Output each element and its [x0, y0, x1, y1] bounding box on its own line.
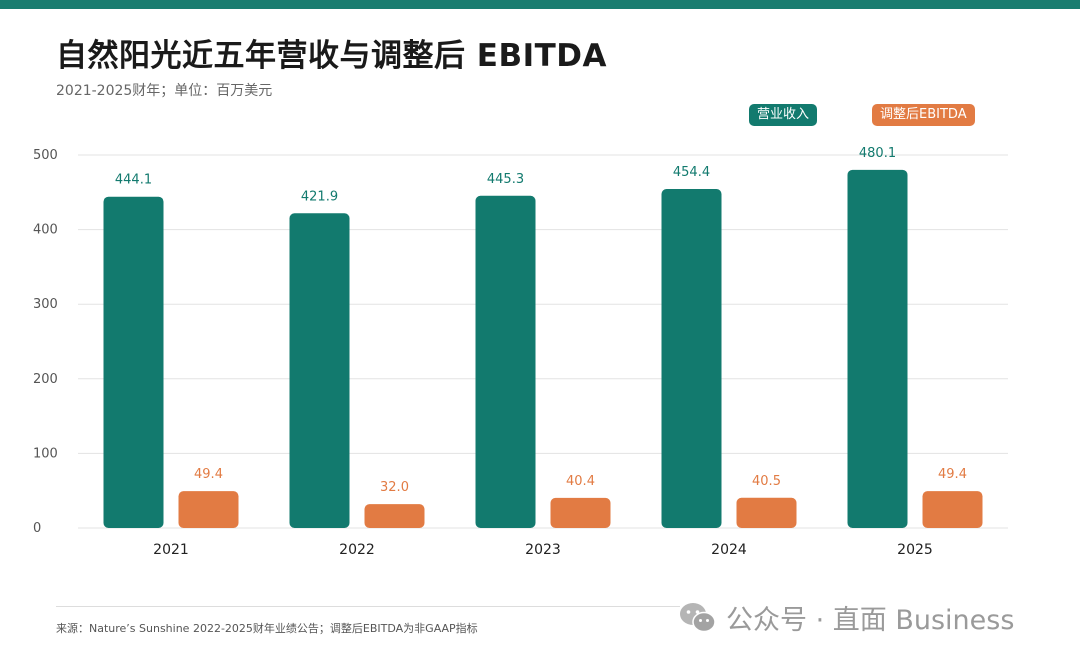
watermark: 公众号 · 直面 Business: [678, 598, 1014, 637]
ebitda-data-label: 40.4: [566, 474, 595, 489]
ebitda-data-label: 49.4: [194, 467, 223, 482]
footer-divider: [56, 606, 680, 607]
x-tick-label: 2023: [525, 542, 561, 558]
ebitda-bar: [736, 497, 797, 528]
page-subtitle: 2021-2025财年；单位：百万美元: [56, 83, 273, 99]
revenue-bar: [289, 213, 350, 528]
ebitda-data-label: 32.0: [380, 480, 409, 495]
ebitda-data-label: 40.5: [752, 474, 781, 489]
ebitda-bar: [364, 504, 425, 528]
source-note: 来源：Nature’s Sunshine 2022-2025财年业绩公告；调整后…: [56, 622, 478, 635]
x-tick-label: 2025: [897, 542, 933, 558]
watermark-text: 公众号 · 直面 Business: [726, 605, 1015, 636]
revenue-data-label: 421.9: [301, 189, 338, 204]
ebitda-data-label: 49.4: [938, 467, 967, 482]
x-tick-label: 2021: [153, 542, 189, 558]
revenue-bar: [847, 169, 908, 528]
top-accent-bar: [0, 0, 1080, 9]
y-tick-label: 0: [33, 521, 41, 536]
revenue-data-label: 444.1: [115, 173, 152, 188]
ebitda-bar: [178, 491, 239, 528]
ebitda-bar: [922, 491, 983, 528]
x-tick-label: 2022: [339, 542, 375, 558]
x-tick-label: 2024: [711, 542, 747, 558]
y-tick-label: 200: [33, 372, 58, 387]
bar-chart: 0 100 200 300 400 500 444.1 49.4 2021 421.9 32.0 20…: [33, 146, 1008, 558]
revenue-bar: [661, 189, 722, 529]
y-tick-label: 300: [33, 297, 58, 312]
revenue-bar: [103, 196, 164, 528]
revenue-data-label: 454.4: [673, 165, 710, 180]
wechat-icon: [680, 602, 716, 632]
revenue-bar: [475, 195, 536, 528]
legend-revenue: 营业收入: [749, 104, 818, 126]
y-tick-label: 400: [33, 223, 58, 238]
ebitda-bar: [550, 497, 611, 528]
legend-ebitda: 调整后EBITDA: [872, 104, 975, 126]
revenue-data-label: 480.1: [859, 146, 896, 161]
y-tick-label: 500: [33, 148, 58, 163]
y-tick-label: 100: [33, 446, 58, 461]
page-title: 自然阳光近五年营收与调整后 EBITDA: [56, 38, 608, 74]
revenue-data-label: 445.3: [487, 172, 524, 187]
